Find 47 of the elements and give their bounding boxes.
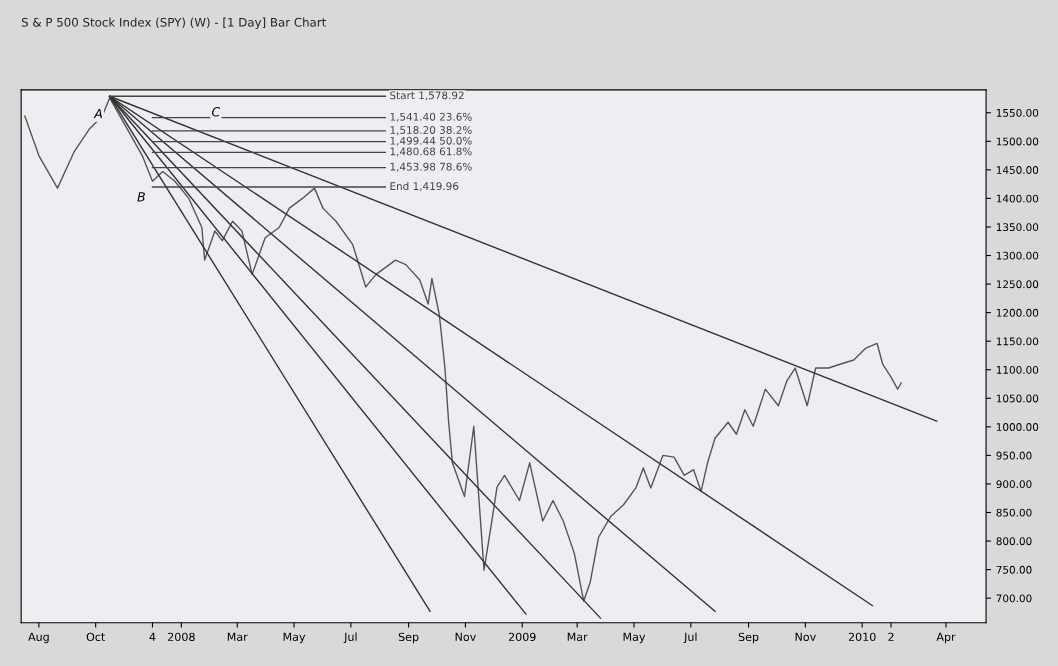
series-label: 1,499.44 50.0%: [390, 136, 472, 146]
chart-title: S & P 500 Stock Index (SPY) (W) - [1 Day] Bar Chart: [21, 17, 327, 30]
y-tick-label: 1400.00: [996, 194, 1039, 203]
x-tick-label: Oct: [86, 632, 106, 642]
x-tick-label: 2008: [168, 632, 195, 642]
x-tick-label: Nov: [455, 632, 476, 642]
y-tick-label: 1100.00: [996, 365, 1039, 374]
x-tick-label: Jul: [683, 632, 697, 644]
x-tick-label: Aug: [28, 632, 49, 644]
y-tick-label: 1500.00: [996, 137, 1039, 146]
x-tick-label: Mar: [227, 632, 248, 642]
annotation: C: [212, 107, 221, 117]
x-tick-label: 2009: [508, 632, 536, 642]
x-tick-label: May: [623, 632, 646, 644]
x-tick-label: 2: [888, 632, 894, 641]
y-tick-label: 1000.00: [996, 423, 1039, 431]
series-label: 1,453.98 78.6%: [390, 162, 472, 172]
x-tick-label: Sep: [738, 632, 759, 644]
y-tick-label: 1150.00: [996, 337, 1039, 346]
series-label: End 1,419.96: [390, 181, 459, 192]
series-label: 1,518.20 38.2%: [390, 126, 472, 135]
y-tick-label: 900.00: [996, 480, 1032, 489]
y-tick-label: 850.00: [996, 508, 1032, 517]
y-tick-label: 800.00: [996, 537, 1032, 546]
x-tick-label: Nov: [795, 632, 816, 642]
y-tick-label: 700.00: [996, 594, 1032, 603]
x-tick-label: Apr: [936, 632, 956, 644]
series-label: Start 1,578.92: [390, 91, 464, 101]
x-tick-label: Jul: [343, 632, 357, 644]
y-tick-label: 1350.00: [996, 223, 1039, 232]
y-tick-label: 1200.00: [996, 308, 1039, 317]
y-tick-label: 1250.00: [996, 280, 1039, 289]
y-tick-label: 950.00: [996, 451, 1032, 460]
y-tick-label: 1050.00: [996, 394, 1039, 403]
series-label: 1,541.40 23.6%: [390, 112, 472, 122]
x-tick-label: Sep: [398, 632, 419, 644]
x-tick-label: May: [283, 632, 306, 644]
y-tick-label: 1450.00: [996, 166, 1039, 174]
x-tick-label: Mar: [567, 632, 588, 642]
y-tick-label: 1300.00: [996, 251, 1039, 260]
x-tick-label: 4: [149, 632, 156, 641]
y-tick-label: 750.00: [996, 565, 1032, 574]
series-label: 1,480.68 61.8%: [390, 147, 472, 157]
annotation: A: [93, 108, 102, 119]
x-tick-label: 2010: [848, 632, 876, 642]
y-tick-label: 1550.00: [996, 108, 1039, 117]
annotation: B: [137, 192, 145, 202]
